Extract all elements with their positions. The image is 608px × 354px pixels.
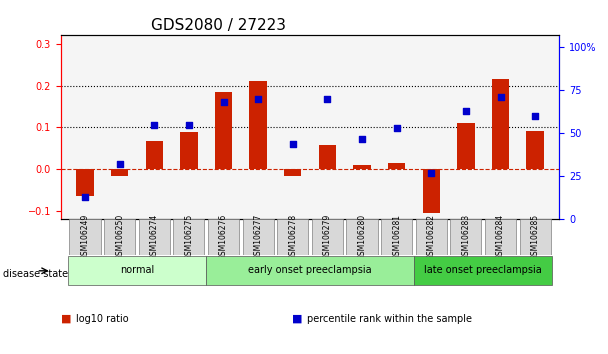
FancyBboxPatch shape (451, 219, 482, 255)
Bar (284, 169, 302, 176)
Text: GSM106280: GSM106280 (358, 214, 367, 260)
Bar (111, 169, 128, 176)
Text: percentile rank within the sample: percentile rank within the sample (307, 314, 472, 324)
Point (496, 95, 505, 100)
FancyBboxPatch shape (67, 256, 206, 285)
Point (115, 161, 125, 167)
Point (184, 122, 194, 128)
Bar (353, 165, 371, 169)
Point (322, 96, 332, 102)
Point (80, 194, 90, 200)
Text: late onset preeclampsia: late onset preeclampsia (424, 265, 542, 275)
FancyBboxPatch shape (347, 219, 378, 255)
Bar (215, 92, 232, 169)
Point (150, 122, 159, 128)
Point (288, 141, 298, 147)
Point (426, 170, 436, 176)
Point (392, 125, 401, 131)
Text: GDS2080 / 27223: GDS2080 / 27223 (151, 18, 286, 33)
FancyBboxPatch shape (414, 256, 553, 285)
FancyBboxPatch shape (416, 219, 447, 255)
FancyBboxPatch shape (277, 219, 308, 255)
Bar (180, 132, 198, 169)
Text: disease state: disease state (3, 269, 68, 279)
Point (461, 108, 471, 114)
Point (530, 113, 540, 119)
Text: GSM106276: GSM106276 (219, 214, 228, 260)
Text: early onset preeclampsia: early onset preeclampsia (248, 265, 372, 275)
Text: GSM106277: GSM106277 (254, 214, 263, 260)
FancyBboxPatch shape (104, 219, 135, 255)
Text: GSM106282: GSM106282 (427, 214, 436, 260)
Text: GSM106285: GSM106285 (531, 214, 540, 260)
Bar (527, 131, 544, 169)
Text: GSM106279: GSM106279 (323, 214, 332, 260)
Text: GSM106275: GSM106275 (184, 214, 193, 260)
Text: GSM106283: GSM106283 (461, 214, 471, 260)
Bar (492, 79, 509, 169)
Text: GSM106281: GSM106281 (392, 214, 401, 260)
Point (219, 100, 229, 105)
Text: GSM106250: GSM106250 (115, 214, 124, 260)
Text: normal: normal (120, 265, 154, 275)
Bar (249, 81, 267, 169)
FancyBboxPatch shape (520, 219, 551, 255)
Text: GSM106278: GSM106278 (288, 214, 297, 260)
Bar (388, 163, 406, 169)
Bar (457, 123, 474, 169)
Bar (319, 145, 336, 169)
FancyBboxPatch shape (485, 219, 516, 255)
FancyBboxPatch shape (206, 256, 414, 285)
FancyBboxPatch shape (312, 219, 343, 255)
Text: GSM106249: GSM106249 (80, 214, 89, 260)
FancyBboxPatch shape (208, 219, 239, 255)
Text: log10 ratio: log10 ratio (76, 314, 129, 324)
Point (254, 96, 263, 102)
FancyBboxPatch shape (243, 219, 274, 255)
Text: ■: ■ (292, 314, 302, 324)
FancyBboxPatch shape (69, 219, 100, 255)
Text: GSM106274: GSM106274 (150, 214, 159, 260)
FancyBboxPatch shape (381, 219, 412, 255)
Text: GSM106284: GSM106284 (496, 214, 505, 260)
Bar (77, 169, 94, 196)
FancyBboxPatch shape (173, 219, 204, 255)
Bar (423, 169, 440, 213)
FancyBboxPatch shape (139, 219, 170, 255)
Point (357, 136, 367, 142)
Bar (146, 141, 163, 169)
Text: ■: ■ (61, 314, 71, 324)
